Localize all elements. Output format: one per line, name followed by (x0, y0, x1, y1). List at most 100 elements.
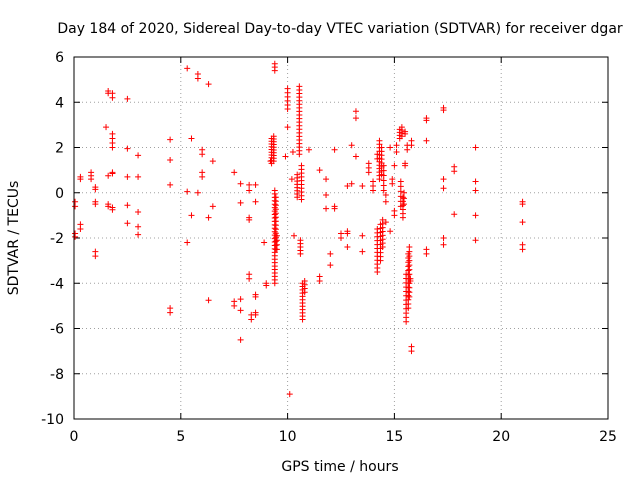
data-point (167, 181, 174, 188)
data-point (348, 180, 355, 187)
x-tick-label: 15 (385, 429, 403, 445)
data-point (331, 146, 338, 153)
data-point (284, 124, 291, 131)
data-point (237, 307, 244, 314)
data-point (167, 156, 174, 163)
x-tick-label: 10 (279, 429, 297, 445)
data-point (519, 219, 526, 226)
y-tick-label: -4 (50, 276, 64, 292)
data-point (246, 275, 253, 282)
data-point (231, 302, 238, 309)
data-point (109, 144, 116, 151)
data-point (331, 205, 338, 212)
data-point (405, 305, 412, 312)
data-point (472, 178, 479, 185)
data-point (472, 144, 479, 151)
data-point (237, 336, 244, 343)
data-point (387, 144, 394, 151)
data-point (263, 282, 270, 289)
data-point (323, 192, 330, 199)
data-point (252, 198, 259, 205)
y-tick-label: -10 (41, 412, 64, 428)
data-point (401, 195, 408, 202)
data-point (199, 151, 206, 158)
data-point (398, 133, 405, 140)
data-point (423, 250, 430, 257)
data-point (382, 192, 389, 199)
data-point (391, 212, 398, 219)
data-point (199, 173, 206, 180)
data-point (370, 187, 377, 194)
data-point (124, 220, 131, 227)
data-point (237, 180, 244, 187)
data-point (440, 241, 447, 248)
data-point (135, 152, 142, 159)
data-point (286, 391, 293, 398)
data-point (359, 232, 366, 239)
data-point (301, 289, 308, 296)
data-point (109, 206, 116, 213)
data-point (299, 316, 306, 323)
data-point (374, 268, 381, 275)
data-point (135, 231, 142, 238)
x-tick-label: 0 (70, 429, 79, 445)
data-point (124, 173, 131, 180)
data-point (209, 203, 216, 210)
data-point (231, 169, 238, 176)
data-point (519, 246, 526, 253)
data-point (323, 176, 330, 183)
data-point (273, 246, 280, 253)
data-point (440, 235, 447, 241)
data-point (282, 153, 289, 160)
data-point (92, 201, 99, 208)
data-point (402, 130, 409, 137)
data-point (380, 187, 387, 194)
x-tick-label: 25 (599, 429, 617, 445)
data-point (252, 293, 259, 300)
grid-lines (74, 57, 608, 419)
data-point (270, 158, 277, 165)
data-point (376, 176, 383, 183)
data-point (288, 176, 295, 183)
data-point (92, 253, 99, 260)
data-point (316, 167, 323, 174)
data-point (359, 182, 366, 189)
data-point (451, 211, 458, 218)
data-point (284, 106, 291, 113)
data-point (440, 176, 447, 183)
data-point (294, 194, 301, 201)
data-point (391, 162, 398, 169)
data-point (135, 208, 142, 215)
data-point (246, 187, 253, 194)
chart-title: Day 184 of 2020, Sidereal Day-to-day VTE… (57, 21, 623, 37)
data-point (323, 205, 330, 212)
y-tick-label: -6 (50, 322, 64, 338)
data-point (393, 149, 400, 156)
data-point (519, 201, 526, 208)
y-tick-labels: -10 -8 -6 -4 -2 0 2 4 6 (41, 50, 64, 428)
data-point (289, 149, 296, 156)
data-point (246, 181, 253, 188)
data-point (109, 170, 116, 177)
data-point (472, 187, 479, 194)
data-point (348, 142, 355, 149)
y-tick-label: 2 (55, 141, 64, 157)
data-point (402, 162, 409, 169)
data-point (248, 316, 255, 323)
data-point (382, 219, 389, 226)
data-point (124, 145, 131, 152)
data-point (109, 94, 116, 101)
data-point (194, 75, 201, 82)
data-point (406, 293, 413, 300)
data-point (404, 146, 411, 153)
data-point (72, 233, 79, 240)
data-points (72, 60, 526, 398)
data-point (352, 153, 359, 160)
data-point (105, 203, 112, 210)
data-point (403, 318, 410, 325)
x-tick-labels: 0 5 10 15 20 25 (70, 429, 617, 445)
data-point (135, 223, 142, 230)
data-point (338, 235, 344, 241)
data-point (246, 216, 253, 223)
